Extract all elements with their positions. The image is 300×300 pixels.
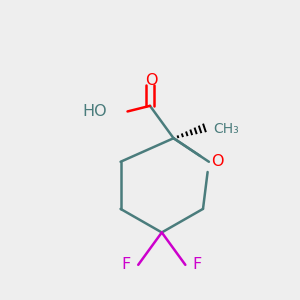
Text: F: F <box>122 257 131 272</box>
Text: O: O <box>145 73 158 88</box>
Text: CH₃: CH₃ <box>213 122 239 136</box>
Text: F: F <box>193 257 202 272</box>
Text: HO: HO <box>83 104 107 119</box>
Text: O: O <box>211 154 224 169</box>
